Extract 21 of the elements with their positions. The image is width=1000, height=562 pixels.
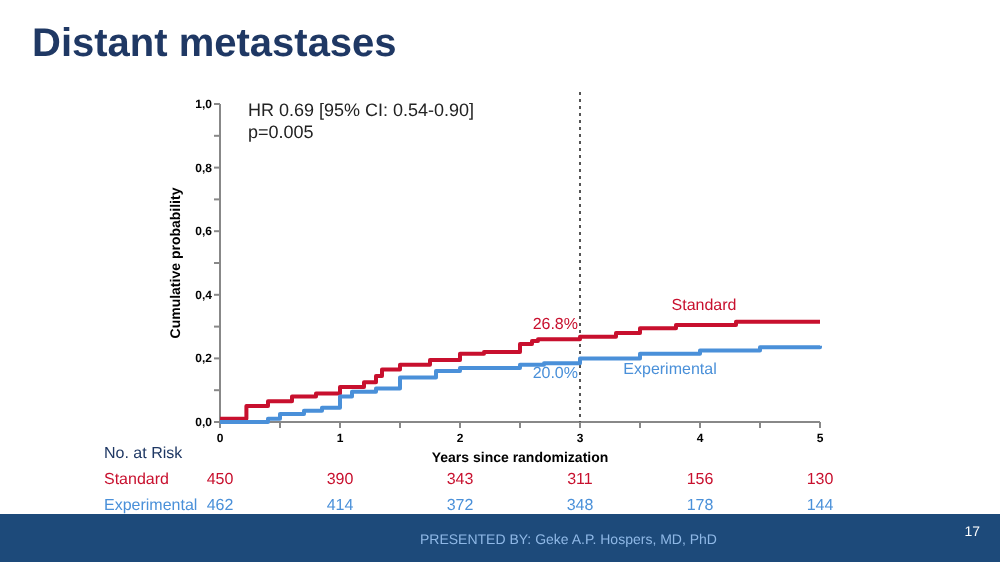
text: 311 xyxy=(567,470,594,488)
text: 414 xyxy=(326,496,355,514)
text: 372 xyxy=(446,496,475,514)
annotation: 20.0% xyxy=(532,364,578,383)
text: 348 xyxy=(566,496,595,514)
text: No. at Risk xyxy=(104,444,185,462)
text: 462 xyxy=(206,496,235,514)
chart-title: Distant metastases xyxy=(32,22,397,66)
text: 156 xyxy=(686,470,715,488)
text: 130 xyxy=(806,470,835,488)
text: 178 xyxy=(686,496,715,514)
text: 390 xyxy=(326,470,355,488)
text: 450 xyxy=(206,470,235,488)
text: 343 xyxy=(446,470,475,488)
text: Standard xyxy=(104,470,169,488)
text: 144 xyxy=(806,496,835,514)
annotation: 26.8% xyxy=(532,314,578,333)
series-label: Experimental xyxy=(623,359,718,378)
annotation: HR 0.69 [95% CI: 0.54-0.90] p=0.005 xyxy=(248,100,475,142)
text: Experimental xyxy=(104,496,198,514)
series-label: Standard xyxy=(671,295,737,314)
